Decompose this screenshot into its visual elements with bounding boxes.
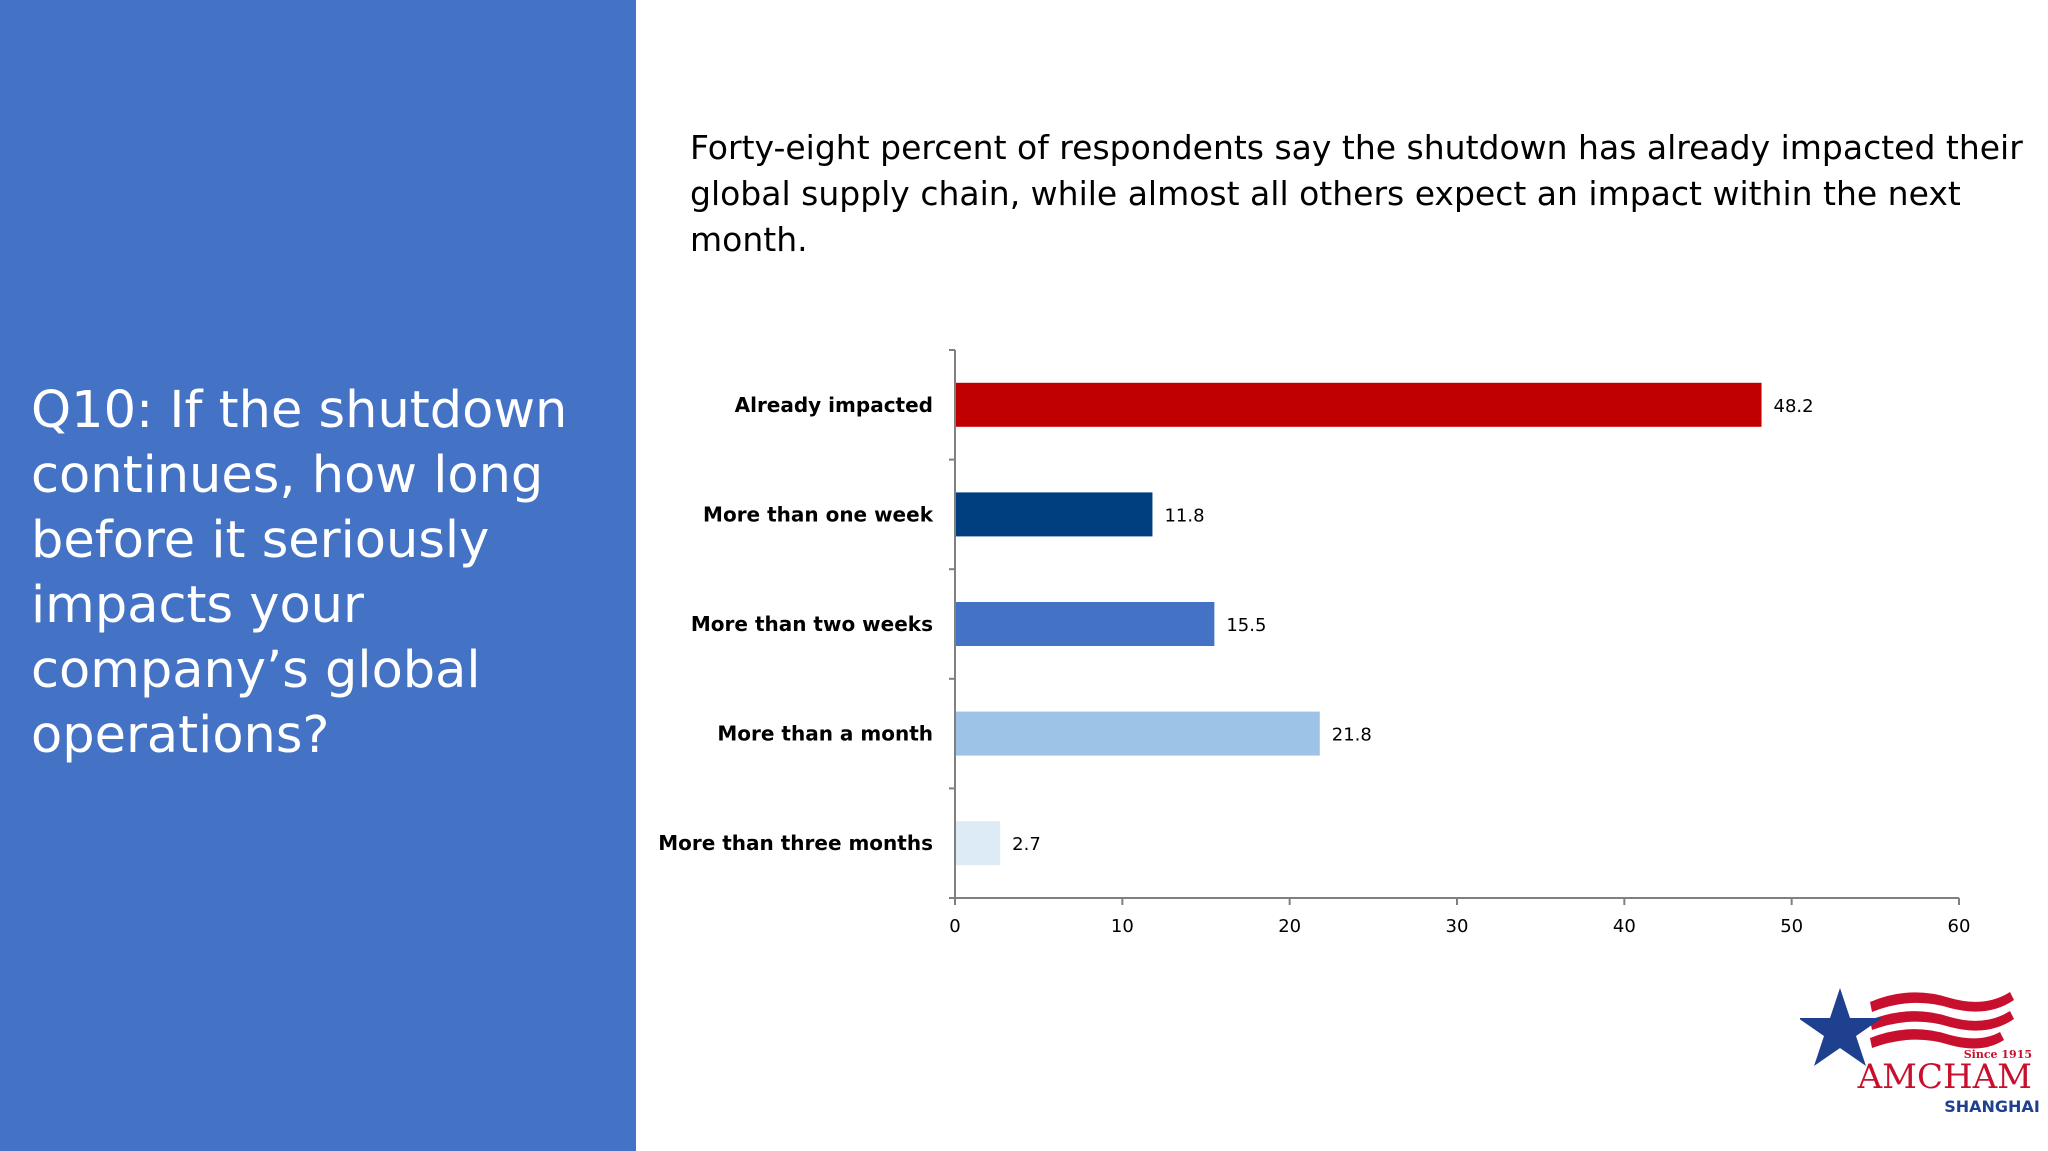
bar: [956, 492, 1153, 537]
value-label: 11.8: [1164, 505, 1204, 526]
value-label: 15.5: [1226, 615, 1266, 636]
category-label: More than one week: [703, 502, 934, 526]
category-label: More than three months: [660, 831, 933, 855]
x-tick-label: 20: [1278, 916, 1301, 937]
bar: [956, 382, 1762, 427]
x-tick-label: 60: [1948, 916, 1971, 937]
bar: [956, 821, 1001, 866]
question-panel: Q10: If the shutdown continues, how long…: [0, 0, 636, 1151]
value-label: 48.2: [1774, 396, 1814, 417]
bar-chart: 0 10 20 30 40 50 60 Already impacted 48.2 More th…: [660, 349, 1971, 937]
bar: [956, 602, 1215, 646]
value-label: 2.7: [1012, 834, 1041, 855]
headline-text: Forty-eight percent of respondents say t…: [690, 128, 2023, 259]
logo-since-text: Since 1915: [1964, 1048, 2032, 1061]
x-tick-label: 30: [1446, 916, 1469, 937]
category-label: More than a month: [717, 722, 933, 746]
star-icon: [1800, 988, 1882, 1066]
flag-stripes-icon: [1870, 992, 2014, 1049]
question-text: Q10: If the shutdown continues, how long…: [31, 381, 568, 765]
logo-city-text: SHANGHAI: [1944, 1097, 2040, 1116]
value-label: 21.8: [1332, 725, 1372, 746]
category-label: More than two weeks: [691, 612, 933, 636]
x-tick-label: 50: [1780, 916, 1803, 937]
x-tick-label: 40: [1613, 916, 1636, 937]
x-tick-label: 10: [1111, 916, 1134, 937]
logo-name-text: AMCHAM: [1857, 1057, 2032, 1097]
x-tick-label: 0: [949, 916, 960, 937]
category-label: Already impacted: [735, 393, 933, 417]
amcham-logo: Since 1915 AMCHAM SHANGHAI: [1800, 988, 2040, 1116]
bar: [956, 711, 1320, 756]
